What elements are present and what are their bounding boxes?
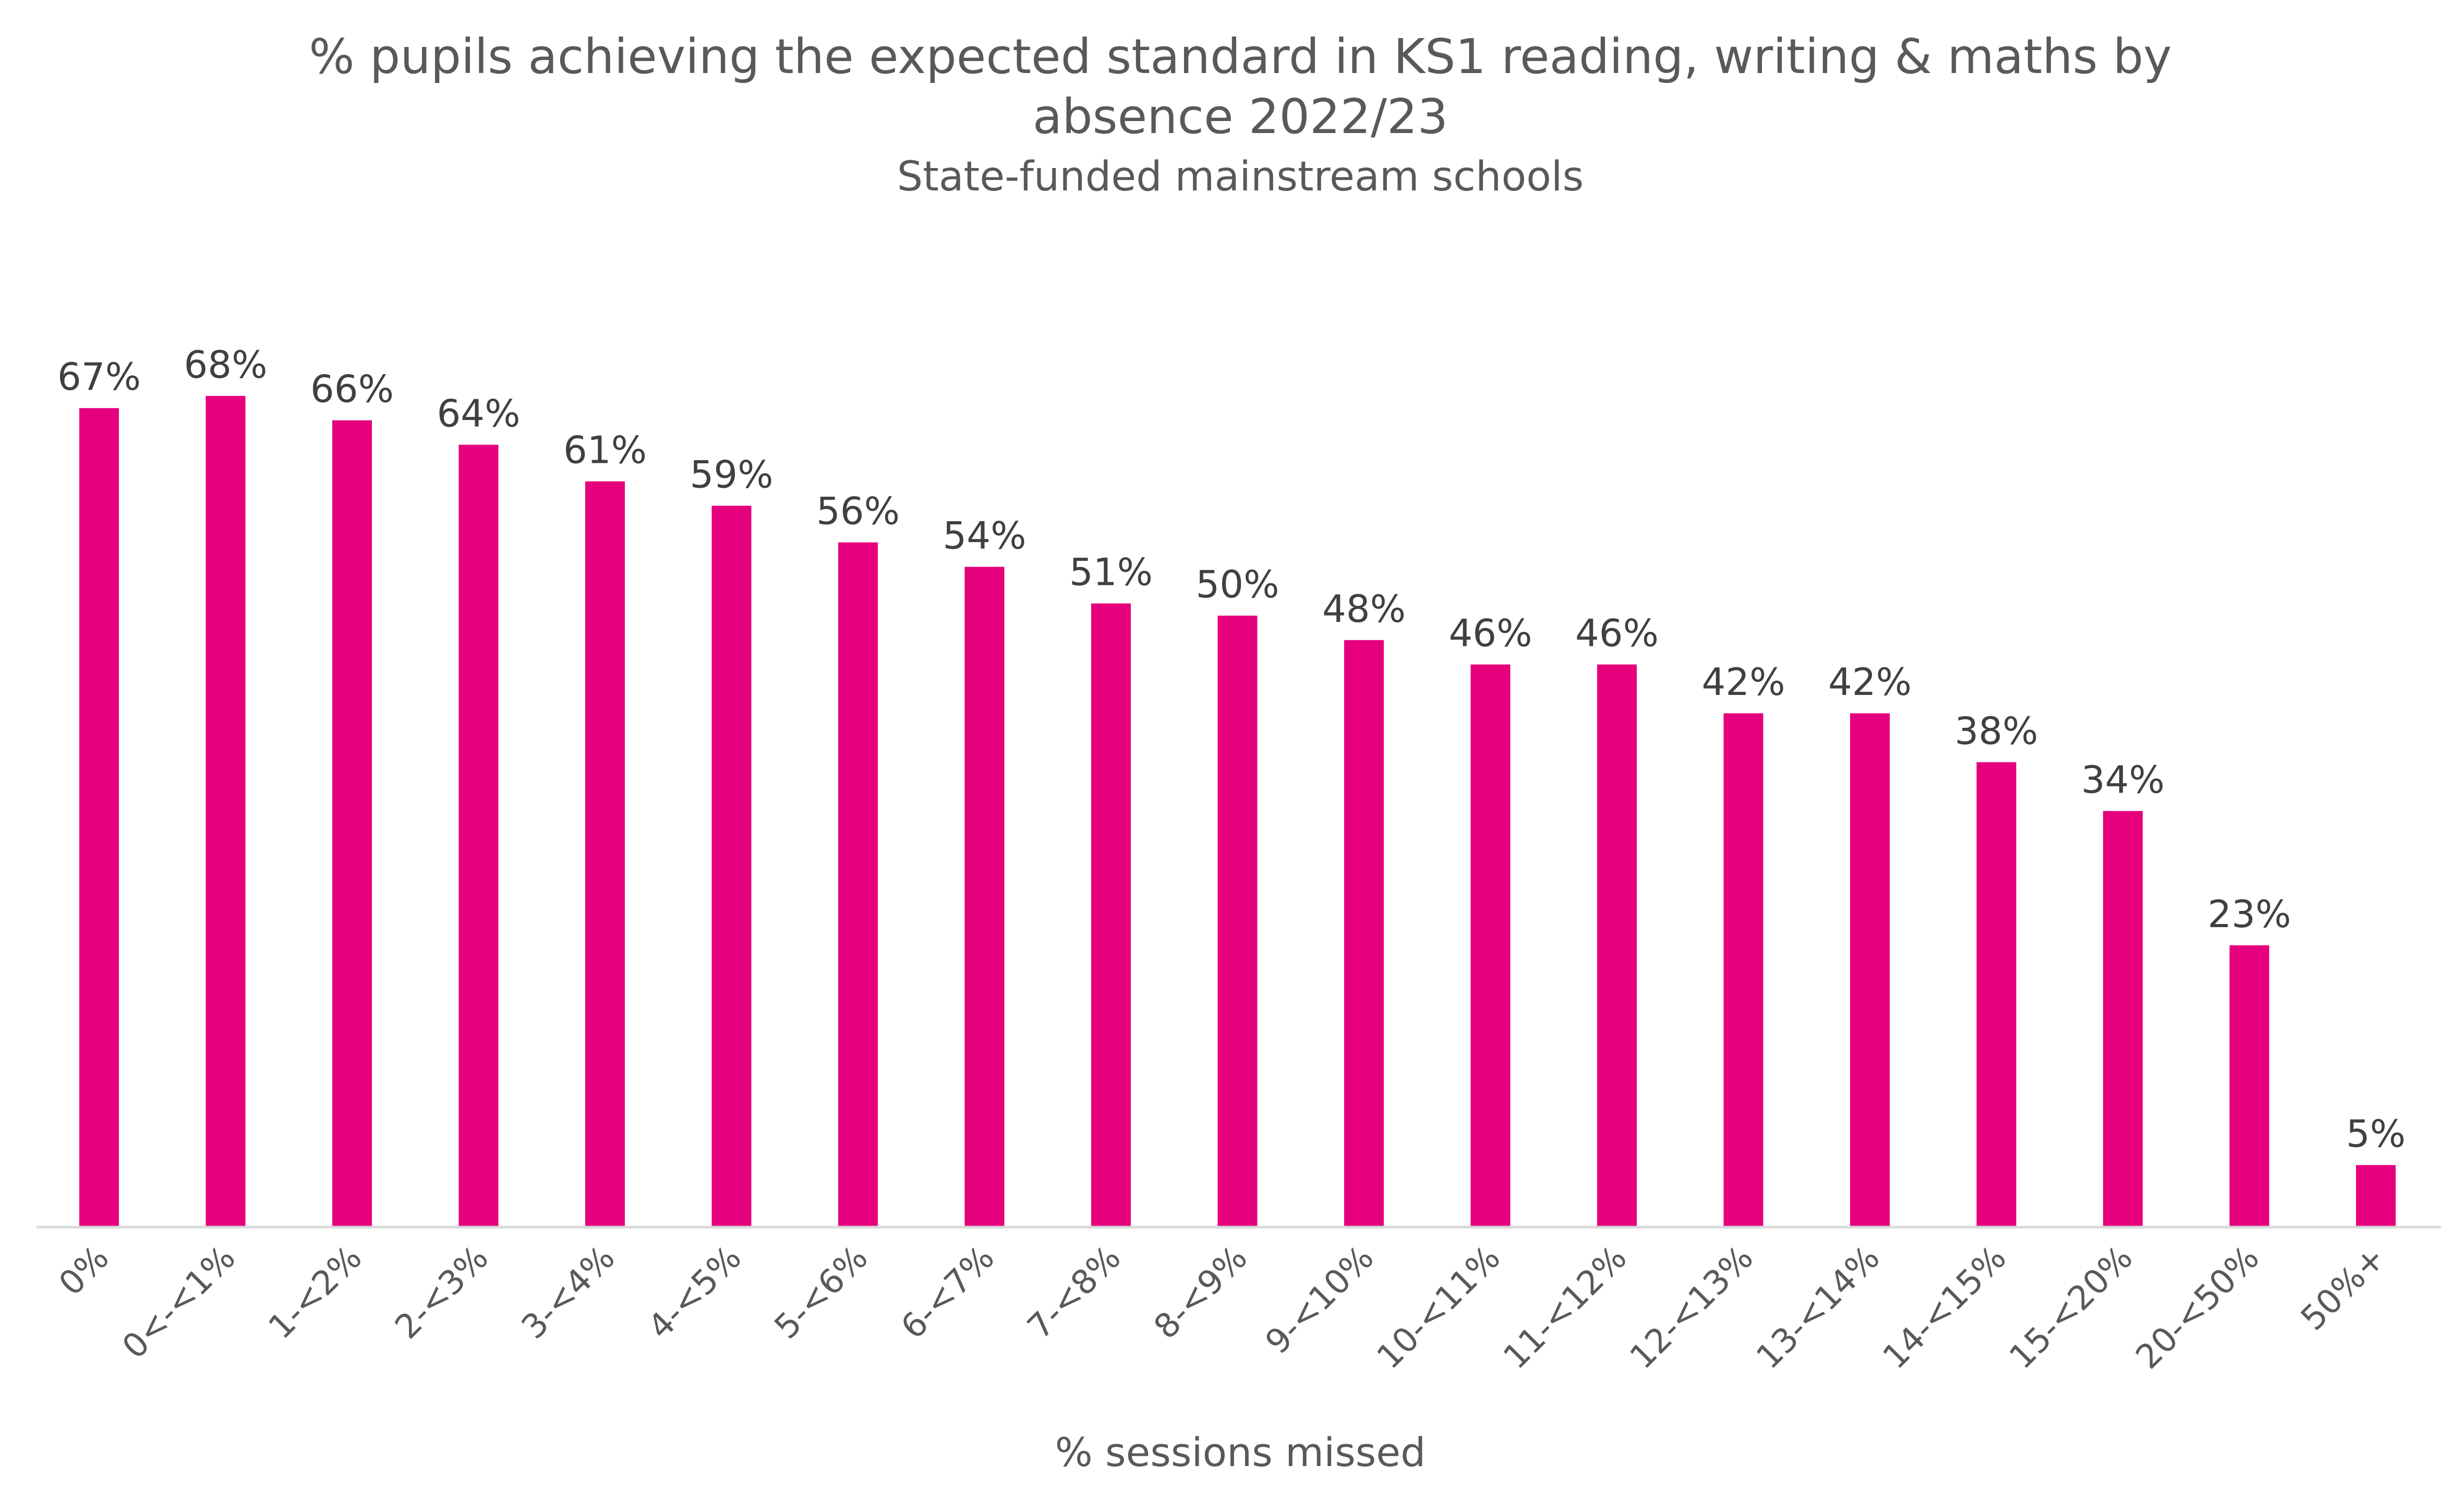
bar-10: [1344, 640, 1384, 1226]
data-label-2: 66%: [310, 367, 394, 411]
data-label-8: 51%: [1069, 550, 1153, 594]
bar-12: [1597, 664, 1637, 1226]
x-tick-label-3: 2-<3%: [388, 1239, 496, 1347]
bar-7: [964, 567, 1005, 1226]
data-label-1: 68%: [184, 343, 267, 387]
x-tick-label-16: 15-<20%: [2002, 1239, 2141, 1377]
bar-9: [1217, 616, 1258, 1226]
x-tick-label-12: 11-<12%: [1496, 1239, 1635, 1377]
bar-11: [1470, 664, 1511, 1226]
data-label-0: 67%: [57, 355, 141, 399]
data-label-12: 46%: [1575, 611, 1659, 655]
x-tick-label-1: 0<-<1%: [115, 1239, 243, 1366]
bar-2: [332, 420, 372, 1226]
bar-16: [2103, 811, 2143, 1226]
x-tick-label-2: 1-<2%: [261, 1239, 369, 1347]
x-tick-label-5: 4-<5%: [641, 1239, 749, 1347]
x-tick-label-8: 7-<8%: [1020, 1239, 1128, 1347]
chart-title-line-1: % pupils achieving the expected standard…: [309, 29, 2171, 85]
bar-17: [2229, 945, 2269, 1226]
x-tick-label-10: 9-<10%: [1258, 1239, 1381, 1362]
x-tick-label-13: 12-<13%: [1623, 1239, 1761, 1377]
chart-subtitle: State-funded mainstream schools: [897, 153, 1584, 200]
data-label-9: 50%: [1195, 562, 1279, 606]
data-label-16: 34%: [2081, 758, 2165, 801]
bars-group: [79, 395, 2396, 1227]
x-tick-label-0: 0%: [52, 1239, 116, 1303]
bar-15: [1976, 762, 2016, 1226]
bar-18: [2356, 1165, 2396, 1226]
bar-8: [1091, 603, 1131, 1226]
x-tick-label-18: 50%+: [2293, 1239, 2393, 1338]
data-label-13: 42%: [1701, 660, 1785, 704]
x-tick-label-17: 20-<50%: [2129, 1239, 2267, 1377]
data-label-15: 38%: [1954, 709, 2038, 753]
x-tick-label-15: 14-<15%: [1876, 1239, 2014, 1377]
data-label-6: 56%: [816, 489, 900, 533]
chart-title-line-2: absence 2022/23: [1033, 89, 1448, 145]
bar-0: [79, 408, 119, 1227]
bar-5: [711, 506, 752, 1226]
data-label-7: 54%: [943, 513, 1026, 557]
data-label-4: 61%: [563, 428, 647, 472]
bar-1: [206, 395, 246, 1226]
data-labels-group: 67% 68% 66% 64% 61% 59% 56% 54% 51% 50% 48% 46% 46% 4…: [57, 343, 2406, 1156]
data-label-5: 59%: [690, 452, 773, 496]
data-label-10: 48%: [1322, 587, 1406, 631]
bar-3: [458, 445, 499, 1226]
x-tick-labels-group: 0%0<-<1% 1-<2% 2-<3% 3-<4% 4-<5% 5-<6% 6-<7% 7-…: [52, 1239, 2393, 1377]
data-label-14: 42%: [1828, 660, 1912, 704]
x-tick-label-9: 8-<9%: [1147, 1239, 1255, 1347]
bar-14: [1850, 713, 1890, 1226]
data-label-17: 23%: [2207, 892, 2291, 936]
x-axis-title: % sessions missed: [1055, 1429, 1426, 1475]
bar-13: [1723, 713, 1764, 1226]
x-tick-label-11: 10-<11%: [1370, 1239, 1508, 1377]
data-label-18: 5%: [2346, 1112, 2406, 1156]
bar-4: [585, 481, 625, 1226]
x-tick-label-7: 6-<7%: [894, 1239, 1002, 1347]
x-tick-label-6: 5-<6%: [767, 1239, 875, 1347]
data-label-3: 64%: [437, 391, 520, 435]
x-tick-label-4: 3-<4%: [514, 1239, 622, 1347]
x-tick-label-14: 13-<14%: [1749, 1239, 1888, 1377]
bar-6: [838, 542, 878, 1226]
data-label-11: 46%: [1448, 611, 1532, 655]
